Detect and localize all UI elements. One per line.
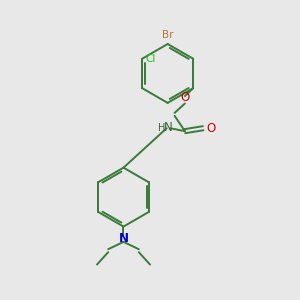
Text: O: O — [206, 122, 215, 135]
Text: H: H — [158, 123, 165, 133]
Text: N: N — [118, 232, 128, 245]
Text: N: N — [164, 121, 173, 134]
Text: Cl: Cl — [146, 54, 156, 64]
Text: O: O — [180, 91, 190, 104]
Text: Br: Br — [162, 31, 173, 40]
